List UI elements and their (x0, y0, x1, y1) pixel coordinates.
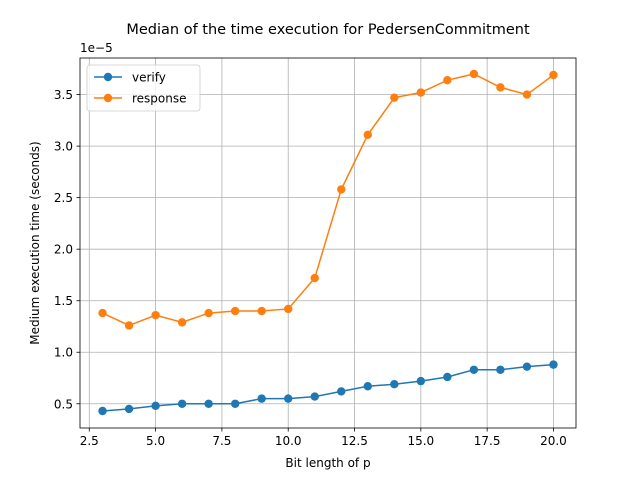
response-point (177, 318, 187, 327)
verify-point (230, 399, 240, 408)
y-tick-label: 0.5 (54, 397, 73, 411)
verify-point (177, 399, 187, 408)
response-point (98, 308, 107, 318)
y-tick-label: 3.0 (54, 140, 73, 154)
verify-point (469, 365, 479, 374)
x-tick-label: 17.5 (474, 434, 501, 448)
x-tick-label: 10.0 (275, 434, 302, 448)
y-tick-label: 2.5 (54, 191, 73, 205)
response-point (443, 75, 452, 85)
verify-point (310, 392, 319, 401)
x-tick-label: 12.5 (341, 434, 368, 448)
x-tick-label: 20.0 (540, 434, 567, 448)
verify-point (151, 401, 160, 411)
legend-response-marker (103, 93, 113, 103)
response-point (230, 306, 240, 316)
verify-point (363, 382, 372, 391)
response-point (496, 83, 505, 92)
legend-verify-label: verify (132, 71, 166, 85)
response-point (204, 308, 213, 318)
response-point (151, 310, 160, 320)
y-axis-label: Medium execution time (seconds) (28, 141, 42, 344)
y-tick-label: 3.5 (54, 88, 73, 102)
verify-point (496, 365, 505, 374)
legend-response-label: response (132, 92, 187, 106)
verify-point (284, 394, 293, 403)
response-line (102, 73, 554, 327)
verify-point (257, 394, 266, 403)
chart-title: Median of the time execution for Pederse… (126, 22, 530, 38)
response-point (124, 321, 134, 330)
series-layer (98, 69, 558, 416)
response-point (257, 306, 266, 316)
y-tick-label: 1.0 (54, 346, 73, 360)
verify-point (549, 360, 558, 369)
y-tick-label: 1.5 (54, 294, 73, 308)
y-offset-label: 1e−5 (80, 41, 113, 55)
verify-point (204, 399, 213, 408)
verify-point (98, 406, 107, 416)
verify-point (443, 372, 452, 382)
response-point (284, 304, 293, 314)
response-point (469, 69, 479, 79)
x-axis-label: Bit length of p (285, 456, 370, 470)
y-tick-label: 2.0 (54, 243, 73, 257)
series-verify (98, 360, 558, 416)
response-point (390, 93, 399, 102)
x-ticks: 2.5 5.0 7.5 10.0 12.5 15.0 17.5 20.0 (80, 428, 567, 448)
x-tick-label: 2.5 (80, 434, 99, 448)
verify-point (522, 362, 532, 371)
response-point (310, 273, 319, 283)
legend-verify-marker (103, 72, 113, 82)
grid (80, 58, 576, 428)
verify-point (337, 387, 346, 396)
verify-point (124, 404, 134, 414)
response-point (522, 90, 532, 99)
x-tick-label: 7.5 (212, 434, 231, 448)
response-point (416, 88, 426, 97)
x-tick-label: 5.0 (146, 434, 165, 448)
x-tick-label: 15.0 (407, 434, 434, 448)
legend: verify response (86, 64, 201, 112)
verify-point (390, 379, 399, 389)
verify-line (102, 363, 554, 412)
y-ticks: 0.5 1.0 1.5 2.0 2.5 3.0 3.5 (54, 88, 80, 411)
plot-frame (79, 57, 577, 429)
response-point (549, 70, 558, 80)
response-point (337, 185, 346, 194)
verify-point (416, 376, 426, 386)
response-point (363, 130, 372, 139)
series-response (98, 69, 558, 330)
